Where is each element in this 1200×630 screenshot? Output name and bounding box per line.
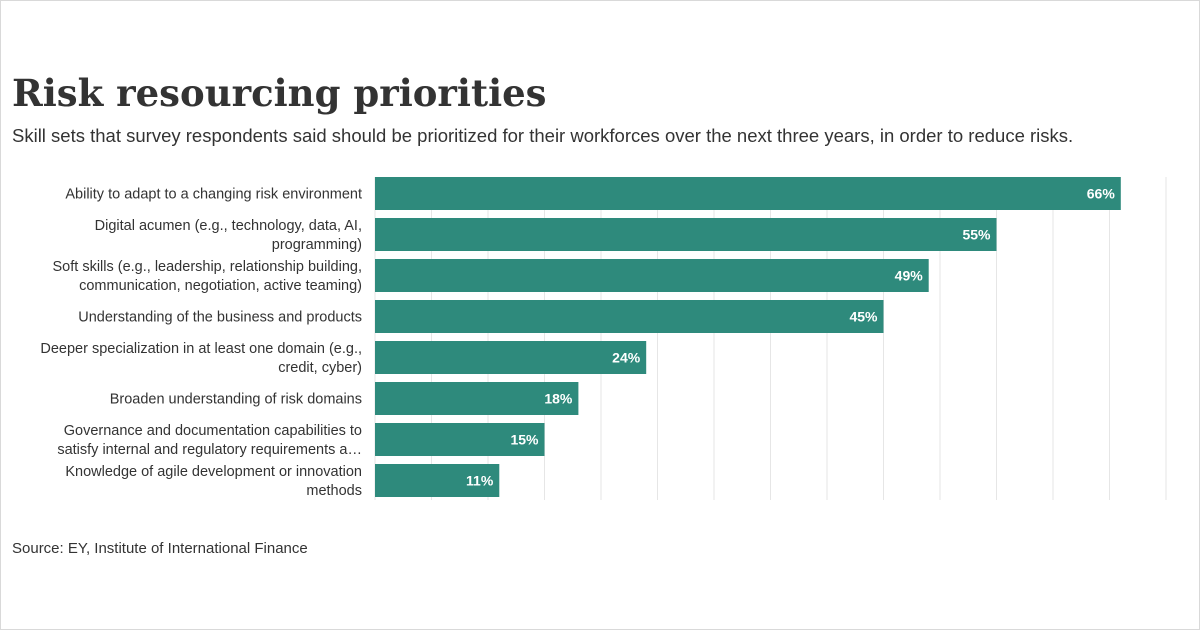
- bar: [375, 300, 884, 333]
- category-label-line: Digital acumen (e.g., technology, data, …: [95, 218, 362, 234]
- category-label-line: Knowledge of agile development or innova…: [65, 464, 362, 480]
- bar: [375, 341, 647, 374]
- category-label-line: Soft skills (e.g., leadership, relations…: [53, 259, 363, 275]
- value-label: 45%: [849, 309, 878, 325]
- bars: [375, 177, 1121, 497]
- category-label-line: credit, cyber): [278, 360, 362, 376]
- bar-chart: Ability to adapt to a changing risk envi…: [40, 177, 1167, 500]
- value-label: 66%: [1087, 186, 1116, 202]
- value-labels: 66% 55% 49% 45% 24% 18% 15% 11%: [466, 186, 1115, 489]
- value-label: 49%: [895, 268, 924, 284]
- value-label: 15%: [510, 432, 539, 448]
- bar: [375, 218, 997, 251]
- category-label: Knowledge of agile development or innova…: [65, 464, 362, 499]
- category-label-line: programming): [272, 237, 362, 253]
- category-label-line: methods: [306, 483, 362, 499]
- bar: [375, 259, 929, 292]
- source-note: Source: EY, Institute of International F…: [12, 540, 308, 557]
- bar: [375, 464, 500, 497]
- category-label-line: Ability to adapt to a changing risk envi…: [65, 187, 362, 203]
- bar: [375, 177, 1121, 210]
- category-label-line: satisfy internal and regulatory requirem…: [57, 442, 362, 458]
- chart-title: Risk resourcing priorities: [12, 71, 547, 115]
- category-label: Deeper specialization in at least one do…: [40, 341, 362, 376]
- category-label: Digital acumen (e.g., technology, data, …: [95, 218, 362, 253]
- category-label: Broaden understanding of risk domains: [110, 392, 362, 408]
- category-labels: Ability to adapt to a changing risk envi…: [40, 187, 362, 500]
- value-label: 11%: [466, 473, 494, 489]
- category-label: Governance and documentation capabilitie…: [57, 423, 362, 458]
- category-label-line: Broaden understanding of risk domains: [110, 392, 362, 408]
- category-label-line: Governance and documentation capabilitie…: [64, 423, 362, 439]
- category-label-line: communication, negotiation, active teami…: [79, 278, 362, 294]
- value-label: 18%: [544, 391, 573, 407]
- value-label: 55%: [962, 227, 991, 243]
- category-label-line: Deeper specialization in at least one do…: [40, 341, 362, 357]
- value-label: 24%: [612, 350, 641, 366]
- chart-subtitle: Skill sets that survey respondents said …: [12, 125, 1074, 146]
- category-label: Ability to adapt to a changing risk envi…: [65, 187, 362, 203]
- bar: [375, 423, 545, 456]
- category-label-line: Understanding of the business and produc…: [78, 310, 362, 326]
- category-label: Soft skills (e.g., leadership, relations…: [53, 259, 363, 294]
- category-label: Understanding of the business and produc…: [78, 310, 362, 326]
- bar: [375, 382, 579, 415]
